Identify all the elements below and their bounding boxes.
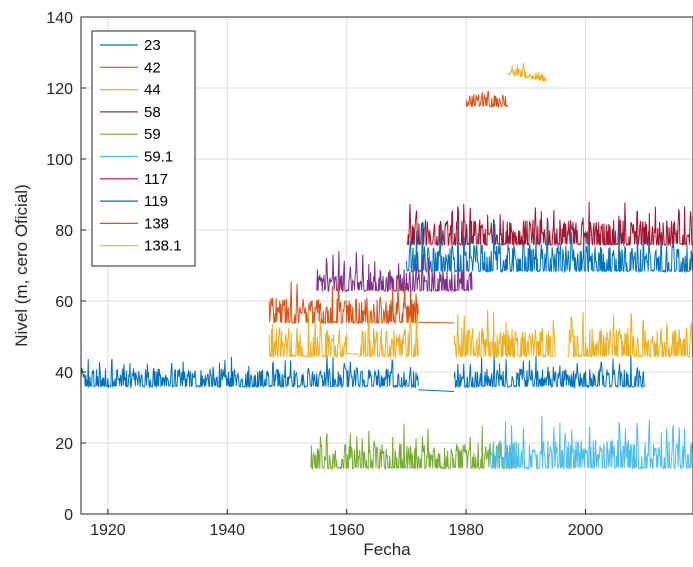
axes-box	[80, 16, 693, 515]
series-117	[406, 201, 693, 247]
legend-entry: 59	[100, 126, 161, 143]
y-tick-label: 100	[46, 152, 73, 169]
series-59	[310, 423, 515, 471]
legend-label: 117	[144, 171, 168, 188]
series-138.1	[268, 309, 693, 359]
plot-data	[80, 62, 693, 471]
y-tick-label: 0	[64, 507, 73, 524]
x-tick-label: 1940	[209, 522, 245, 539]
x-tick-label: 2000	[568, 522, 604, 539]
series-gap-line-138.1	[346, 353, 359, 355]
y-tick-label: 60	[55, 294, 73, 311]
legend: 23 42 44 58 59 59.1 117 119 138 138.1	[91, 30, 196, 267]
y-tick-label: 140	[46, 10, 73, 27]
series-gap-line-138	[418, 321, 455, 324]
series-line-117	[406, 201, 693, 247]
legend-entry: 138	[100, 215, 169, 232]
series-23	[80, 353, 646, 393]
legend-entry: 44	[100, 82, 161, 99]
legend-label: 138.1	[144, 238, 182, 255]
series-42	[465, 90, 509, 109]
series-line-44	[507, 62, 547, 82]
series-44	[507, 62, 547, 82]
legend-entry: 23	[100, 37, 161, 54]
legend-box	[91, 30, 196, 267]
series-119	[405, 220, 693, 274]
legend-entry: 58	[100, 104, 161, 121]
series-line-23	[80, 355, 419, 389]
series-line-42	[465, 90, 509, 109]
series-line-138.1	[567, 312, 693, 359]
x-tick-label: 1920	[90, 522, 126, 539]
legend-entry: 117	[100, 171, 168, 188]
legend-entry: 138.1	[100, 238, 182, 255]
legend-entry: 42	[100, 59, 161, 76]
series-line-138	[268, 278, 419, 325]
legend-label: 42	[144, 59, 161, 76]
legend-entry: 59.1	[100, 149, 173, 166]
legend-label: 59.1	[144, 149, 173, 166]
legend-label: 59	[144, 126, 161, 143]
x-axis-label: Fecha	[363, 540, 411, 559]
series-line-23	[453, 353, 646, 389]
legend-label: 138	[144, 215, 169, 232]
series-line-59	[310, 423, 515, 471]
legend-label: 119	[144, 193, 168, 210]
series-gap-line-23	[418, 389, 455, 393]
legend-label: 44	[144, 82, 161, 99]
x-tick-label: 1980	[448, 522, 484, 539]
x-tick-label: 1960	[329, 522, 365, 539]
series-line-58	[316, 249, 473, 293]
ticks: 1920 1940 1960 1980 2000 0 20 40 60 80 100 120 140	[46, 10, 603, 539]
legend-label: 58	[144, 104, 161, 121]
series-line-138.1	[268, 310, 348, 359]
series-line-119	[405, 220, 693, 274]
legend-entry: 119	[100, 193, 168, 210]
series-line-59.1	[489, 415, 693, 471]
y-tick-label: 20	[55, 436, 73, 453]
series-58	[316, 249, 473, 293]
y-tick-label: 40	[55, 365, 73, 382]
series-line-138.1	[358, 309, 419, 359]
y-tick-label: 80	[55, 223, 73, 240]
series-138	[268, 278, 455, 325]
legend-label: 23	[144, 37, 161, 54]
y-tick-label: 120	[46, 81, 73, 98]
series-59.1	[489, 415, 693, 471]
y-axis-label: Nivel (m, cero Oficial)	[12, 184, 31, 346]
series-line-138.1	[453, 310, 557, 359]
